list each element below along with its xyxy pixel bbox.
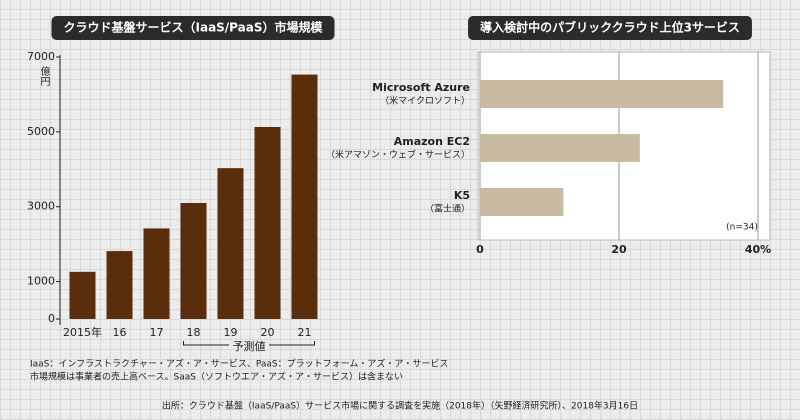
chart-title: クラウド基盤サービス（IaaS/PaaS）市場規模 (64, 20, 324, 35)
bar (180, 202, 207, 319)
bar (480, 80, 724, 108)
x-tick-label: 16 (113, 326, 127, 339)
x-tick-label: 0 (476, 243, 484, 256)
title-box (51, 16, 335, 40)
x-tick-label: 17 (150, 326, 164, 339)
note: 市場規模は事業者の売上高ベース。SaaS（ソフトウエア・アズ・ア・サービス）は含… (30, 371, 403, 383)
chart-title: 導入検討中のパブリッククラウド上位3サービス (480, 20, 740, 35)
y-tick-sublabel: （富士通） (425, 203, 470, 215)
unit-label: 億円 (38, 65, 50, 87)
y-tick-label: 3000 (27, 200, 55, 213)
y-tick-label: Microsoft Azure (372, 81, 470, 94)
bracket-gap (229, 342, 269, 349)
x-tick-label: 19 (224, 326, 238, 339)
bar (69, 271, 96, 319)
y-tick-sublabel: （米マイクロソフト） (380, 95, 470, 107)
bar (106, 251, 133, 319)
y-tick-sublabel: （米アマゾン・ウェブ・サービス） (326, 149, 470, 161)
bar (480, 188, 564, 216)
annotation: 予測値 (233, 339, 266, 353)
y-tick-label: 0 (48, 312, 55, 325)
x-tick-label: 18 (187, 326, 201, 339)
y-tick-label: 5000 (27, 125, 55, 138)
title-box (468, 16, 752, 40)
x-tick-label: 20 (611, 243, 627, 256)
bar (217, 168, 244, 319)
x-tick-label: 2015年 (63, 325, 102, 339)
bar (254, 126, 281, 320)
x-tick-label: 40% (745, 243, 771, 256)
source: 出所：クラウド基盤（IaaS/PaaS）サービス市場に関する調査を実施（2018… (162, 400, 638, 412)
note: IaaS：インフラストラクチャー・アズ・ア・サービス、PaaS：プラットフォーム… (30, 358, 448, 370)
bar (143, 228, 170, 319)
x-tick-label: 21 (298, 326, 312, 339)
y-tick-label: 7000 (27, 50, 55, 63)
bar (480, 134, 640, 162)
y-tick-label: 1000 (27, 275, 55, 288)
bar (291, 74, 318, 319)
x-tick-label: 20 (261, 326, 275, 339)
sample-note: (n=34) (726, 223, 758, 233)
y-tick-label: Amazon EC2 (394, 135, 470, 148)
y-tick-label: K5 (454, 189, 470, 202)
